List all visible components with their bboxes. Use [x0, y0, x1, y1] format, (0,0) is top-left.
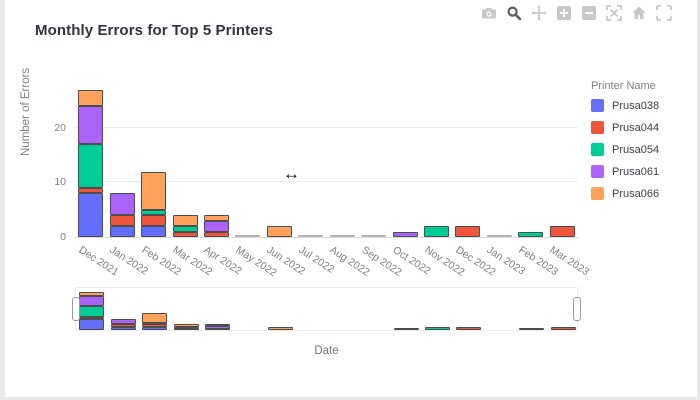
zero-line [75, 237, 578, 238]
zero-bar-aug-2022 [329, 235, 355, 237]
bar-segment-prusa066-dec-2021[interactable] [79, 291, 105, 297]
x-axis-title: Date [314, 345, 339, 357]
bar-segment-prusa044-jan-2022[interactable] [110, 324, 136, 328]
bar-segment-prusa066-feb-2022[interactable] [141, 171, 167, 210]
horizontal-resize-cursor-icon: ↔ [283, 164, 300, 183]
legend-item-prusa054[interactable]: Prusa054 [591, 143, 659, 156]
legend-label: Prusa066 [612, 187, 660, 200]
y-tick-label-10: 10 [54, 176, 66, 189]
modebar [480, 4, 672, 21]
autoscale-icon[interactable] [605, 4, 622, 21]
main-plot-area[interactable] [75, 75, 578, 238]
range-slider-right-handle[interactable] [573, 297, 581, 321]
bar-segment-prusa044-apr-2022[interactable] [203, 231, 229, 237]
bar-segment-prusa038-jan-2022[interactable] [109, 226, 135, 237]
legend-item-prusa061[interactable]: Prusa061 [591, 165, 659, 178]
range-slider-left-handle[interactable] [72, 297, 80, 321]
bar-segment-prusa054-dec-2021[interactable] [78, 144, 104, 188]
bar-segment-prusa066-apr-2022[interactable] [204, 323, 230, 326]
y-tick-label-20: 20 [54, 121, 66, 134]
bar-segment-prusa061-oct-2022[interactable] [392, 231, 418, 237]
zero-bar-jul-2022 [298, 235, 324, 237]
zoom-icon[interactable] [505, 4, 522, 21]
bar-segment-prusa066-jun-2022[interactable] [266, 226, 292, 237]
bar-segment-prusa044-dec-2022[interactable] [455, 226, 481, 237]
camera-icon[interactable] [480, 4, 497, 21]
y-tick-label-0: 0 [60, 231, 66, 243]
bar-segment-prusa066-feb-2022[interactable] [142, 313, 168, 323]
y-axis-title: Number of Errors [20, 67, 32, 156]
bar-segment-prusa044-jan-2022[interactable] [109, 215, 135, 227]
bar-segment-prusa061-oct-2022[interactable] [393, 328, 419, 330]
bar-segment-prusa066-mar-2022[interactable] [172, 215, 198, 227]
bar-segment-prusa044-feb-2022[interactable] [141, 215, 167, 227]
legend-swatch-prusa044 [591, 121, 604, 134]
window-edge-bottom [0, 397, 700, 400]
legend-item-prusa044[interactable]: Prusa044 [591, 121, 659, 134]
bar-segment-prusa054-feb-2023[interactable] [519, 328, 545, 330]
bar-segment-prusa044-feb-2022[interactable] [142, 324, 168, 328]
zero-bar-may-2022 [235, 235, 261, 237]
zero-bar-jan-2023 [486, 235, 512, 237]
home-icon[interactable] [630, 4, 647, 21]
legend-swatch-prusa066 [591, 187, 604, 200]
bar-segment-prusa061-dec-2021[interactable] [78, 106, 104, 145]
legend-swatch-prusa061 [591, 165, 604, 178]
fullscreen-icon[interactable] [655, 4, 672, 21]
bar-segment-prusa061-jan-2022[interactable] [109, 193, 135, 216]
chart-title: Monthly Errors for Top 5 Printers [35, 22, 274, 39]
legend-swatch-prusa038 [591, 99, 604, 112]
bar-segment-prusa054-dec-2021[interactable] [79, 305, 105, 318]
range-slider[interactable] [72, 287, 581, 331]
legend-title: Printer Name [591, 80, 656, 92]
bar-segment-prusa044-mar-2022[interactable] [172, 231, 198, 237]
legend-swatch-prusa054 [591, 143, 604, 156]
bar-segment-prusa054-feb-2022[interactable] [141, 209, 167, 216]
window-edge-right [697, 0, 700, 400]
bar-segment-prusa061-apr-2022[interactable] [203, 220, 229, 232]
window-edge-left [0, 0, 5, 400]
bar-segment-prusa066-jun-2022[interactable] [267, 327, 293, 330]
bar-segment-prusa066-mar-2022[interactable] [173, 324, 199, 328]
bar-segment-prusa038-dec-2021[interactable] [78, 193, 104, 237]
pan-icon[interactable] [530, 4, 547, 21]
bar-segment-prusa054-feb-2023[interactable] [518, 231, 544, 237]
bar-segment-prusa066-apr-2022[interactable] [203, 215, 229, 221]
bar-segment-prusa054-mar-2022[interactable] [172, 226, 198, 232]
bar-segment-prusa038-feb-2022[interactable] [141, 226, 167, 237]
legend-item-prusa066[interactable]: Prusa066 [591, 187, 659, 200]
bar-segment-prusa044-mar-2023[interactable] [550, 327, 576, 330]
bar-segment-prusa038-dec-2021[interactable] [79, 318, 105, 330]
bar-segment-prusa044-dec-2021[interactable] [78, 187, 104, 194]
legend-label: Prusa054 [612, 143, 660, 156]
bar-segment-prusa044-dec-2022[interactable] [456, 327, 482, 330]
legend: Printer Name Prusa038 Prusa044 Prusa054 Pru… [591, 80, 659, 209]
bar-segment-prusa061-dec-2021[interactable] [79, 296, 105, 306]
gridline-y-20 [75, 126, 578, 128]
zoom-out-icon[interactable] [580, 4, 597, 21]
bar-segment-prusa044-mar-2023[interactable] [549, 226, 575, 237]
bar-segment-prusa061-jan-2022[interactable] [110, 318, 136, 325]
bar-segment-prusa054-nov-2022[interactable] [425, 327, 451, 330]
zoom-in-icon[interactable] [555, 4, 572, 21]
bar-segment-prusa066-dec-2021[interactable] [78, 89, 104, 107]
legend-label: Prusa038 [612, 99, 660, 112]
bar-segment-prusa038-jan-2022[interactable] [110, 327, 136, 330]
bar-segment-prusa038-feb-2022[interactable] [142, 327, 168, 330]
bar-segment-prusa061-apr-2022[interactable] [204, 325, 230, 329]
bar-segment-prusa054-mar-2022[interactable] [173, 326, 199, 329]
legend-label: Prusa061 [612, 165, 660, 178]
legend-item-prusa038[interactable]: Prusa038 [591, 99, 659, 112]
zero-bar-sep-2022 [361, 235, 387, 237]
bar-segment-prusa054-nov-2022[interactable] [424, 226, 450, 237]
x-axis-tick-labels: Dec 2021 Jan 2022 Feb 2022 Mar 2022 Apr 2022… [75, 241, 591, 285]
gridline-y-10 [75, 181, 578, 183]
legend-label: Prusa044 [612, 121, 660, 134]
